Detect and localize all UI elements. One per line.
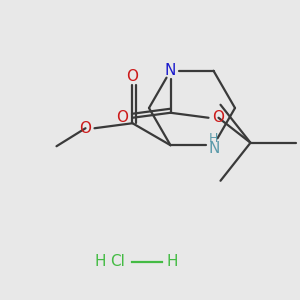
Text: O: O — [127, 69, 139, 84]
Text: Cl: Cl — [111, 254, 125, 269]
Text: O: O — [116, 110, 128, 125]
Text: N: N — [209, 141, 220, 156]
Text: H: H — [209, 132, 218, 145]
Text: O: O — [212, 110, 224, 125]
Text: H: H — [166, 254, 178, 269]
Text: O: O — [80, 121, 92, 136]
Text: H: H — [94, 254, 106, 269]
Text: N: N — [165, 63, 176, 78]
